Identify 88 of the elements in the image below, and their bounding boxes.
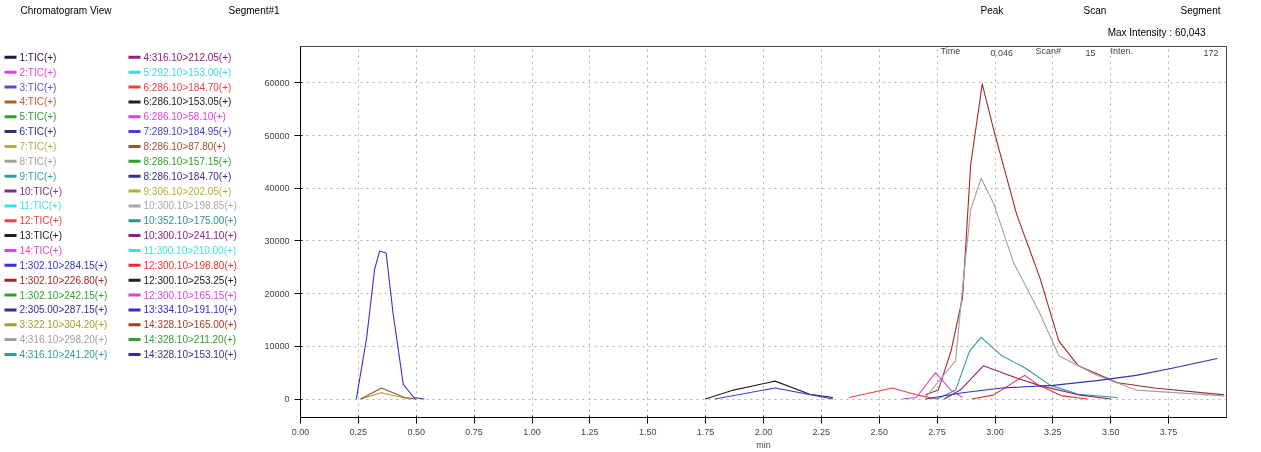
y-tick-label: 10000	[264, 341, 290, 352]
x-tick-label: 3.75	[1159, 426, 1178, 437]
legend-label: 8:TIC(+)	[19, 155, 57, 167]
legend-label: 14:TIC(+)	[19, 244, 63, 256]
annotation: 0.046	[990, 47, 1014, 58]
line-series	[925, 177, 1225, 399]
line-series	[925, 357, 1218, 400]
legend-label: 6:286.10>184.70(+)	[143, 81, 232, 93]
x-tick-label: 2.00	[754, 426, 773, 437]
y-tick-label: 20000	[264, 288, 290, 299]
legend-label: 13:334.10>191.10(+)	[143, 304, 237, 316]
annotation: Inten.	[1110, 45, 1134, 56]
legend-label: 1:302.10>242.15(+)	[19, 289, 108, 301]
x-tick-label: 2.75	[928, 426, 946, 437]
x-tick-label: 3.25	[1044, 426, 1062, 437]
y-tick-label: 40000	[264, 183, 290, 194]
text: Max Intensity : 60,043	[1107, 27, 1206, 38]
legend-label: 10:300.10>198.85(+)	[143, 200, 237, 212]
text: Segment	[1180, 5, 1221, 16]
legend-label: 4:316.10>212.05(+)	[143, 51, 232, 63]
legend-label: 11:TIC(+)	[19, 200, 62, 212]
legend-label: 1:TIC(+)	[19, 51, 57, 63]
legend-label: 7:289.10>184.95(+)	[143, 126, 232, 138]
annotation: 15	[1085, 47, 1096, 58]
legend-label: 10:300.10>241.10(+)	[143, 230, 237, 242]
line-series	[943, 365, 1112, 400]
y-tick-label: 60000	[264, 77, 290, 88]
legend-label: 8:286.10>87.80(+)	[143, 140, 226, 152]
legend-label: 3:TIC(+)	[19, 81, 57, 93]
x-tick-label: 0.00	[291, 426, 310, 437]
legend-label: 4:316.10>241.20(+)	[19, 348, 108, 360]
text: Peak	[980, 5, 1005, 16]
x-tick-label: 2.50	[870, 426, 889, 437]
legend-label: 2:TIC(+)	[19, 66, 57, 78]
legend-label: 1:302.10>226.80(+)	[19, 274, 108, 286]
legend-label: 5:TIC(+)	[19, 111, 57, 123]
legend-label: 1:302.10>284.15(+)	[19, 259, 108, 271]
line-series	[936, 336, 1119, 400]
x-tick-label: 3.00	[986, 426, 1004, 437]
x-tick-label: 1.00	[523, 426, 541, 437]
legend-label: 12:300.10>253.25(+)	[143, 274, 237, 286]
y-tick-label: 0	[284, 394, 290, 405]
legend-label: 6:286.10>58.10(+)	[143, 111, 226, 123]
y-tick-label: 30000	[264, 235, 290, 246]
text: Chromatogram View	[20, 5, 113, 16]
legend-label: 3:322.10>304.20(+)	[19, 319, 108, 331]
x-tick-label: 1.25	[581, 426, 599, 437]
chart-subtitle: Segment#1	[228, 5, 281, 16]
legend-label: 12:300.10>165.15(+)	[143, 289, 237, 301]
x-tick-label: 0.25	[349, 426, 368, 437]
legend-label: 10:TIC(+)	[19, 185, 63, 197]
x-tick-label: 0.50	[407, 426, 426, 437]
annotation: 172	[1203, 47, 1219, 58]
legend-label: 12:300.10>198.80(+)	[143, 259, 237, 271]
legend-label: 4:316.10>298.20(+)	[19, 334, 108, 346]
annotation: Scan#	[1035, 45, 1062, 56]
legend-label: 14:328.10>153.10(+)	[143, 348, 237, 360]
legend-label: 9:306.10>202.05(+)	[143, 185, 232, 197]
legend-label: 8:286.10>184.70(+)	[143, 170, 232, 182]
line-series	[925, 83, 1225, 396]
legend-label: 6:286.10>153.05(+)	[143, 96, 232, 108]
x-tick-label: 2.25	[812, 426, 831, 437]
legend-label: 10:352.10>175.00(+)	[143, 215, 237, 227]
line-series	[848, 387, 938, 400]
legend-label: 14:328.10>165.00(+)	[143, 319, 237, 331]
legend-label: 2:305.00>287.15(+)	[19, 304, 108, 316]
line-series	[355, 250, 425, 400]
legend-label: 4:TIC(+)	[19, 96, 57, 108]
annotation: Time	[940, 45, 961, 56]
x-tick-label: 3.50	[1101, 426, 1120, 437]
x-tick-label: 0.75	[465, 426, 483, 437]
legend-label: 6:TIC(+)	[19, 126, 57, 138]
line-series	[705, 380, 834, 400]
legend-label: 5:292.10>153.00(+)	[143, 66, 232, 78]
legend-label: 8:286.10>157.15(+)	[143, 155, 232, 167]
y-tick-label: 50000	[264, 130, 290, 141]
line-series	[901, 372, 964, 400]
legend-label: 7:TIC(+)	[19, 140, 57, 152]
text: Scan	[1083, 5, 1107, 16]
legend-label: 13:TIC(+)	[19, 230, 63, 242]
legend-label: 9:TIC(+)	[19, 170, 57, 182]
legend-label: 11:300.10>210.00(+)	[143, 244, 237, 256]
x-tick-label: 1.75	[696, 426, 715, 437]
legend-label: 12:TIC(+)	[19, 215, 63, 227]
x-tick-label: 1.50	[638, 426, 657, 437]
x-axis-title: min	[756, 439, 771, 450]
line-series	[971, 374, 1089, 400]
legend-label: 14:328.10>211.20(+)	[143, 334, 237, 346]
